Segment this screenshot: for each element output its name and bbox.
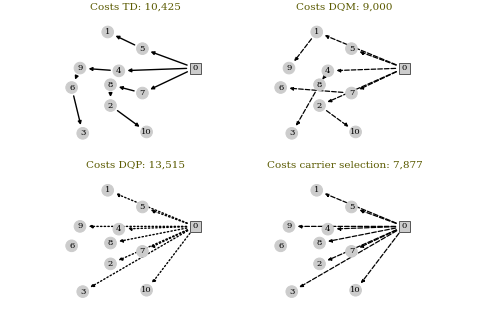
Circle shape [311, 26, 323, 38]
Text: 8: 8 [108, 239, 113, 247]
Text: 7: 7 [349, 89, 354, 97]
Text: 6: 6 [278, 242, 283, 250]
Circle shape [275, 82, 287, 93]
Circle shape [314, 237, 325, 249]
Title: Costs TD: 10,425: Costs TD: 10,425 [90, 3, 181, 12]
Title: Costs carrier selection: 7,877: Costs carrier selection: 7,877 [266, 161, 422, 170]
Text: 2: 2 [108, 260, 113, 268]
Circle shape [137, 245, 148, 257]
Text: 4: 4 [325, 67, 331, 75]
Text: 10: 10 [141, 128, 152, 136]
Circle shape [286, 286, 298, 297]
Circle shape [66, 82, 77, 93]
Title: Costs DQM: 9,000: Costs DQM: 9,000 [296, 3, 393, 12]
FancyBboxPatch shape [399, 221, 410, 232]
Text: 5: 5 [349, 45, 354, 53]
Circle shape [314, 100, 325, 111]
Circle shape [350, 284, 361, 296]
Circle shape [283, 62, 295, 74]
Circle shape [346, 43, 357, 54]
Text: 0: 0 [402, 64, 407, 72]
Text: 5: 5 [140, 45, 145, 53]
Circle shape [141, 126, 153, 138]
Circle shape [105, 100, 116, 111]
Circle shape [77, 286, 89, 297]
Text: 1: 1 [314, 28, 319, 36]
Circle shape [105, 258, 116, 270]
Text: 0: 0 [402, 222, 407, 230]
Text: 10: 10 [350, 286, 361, 294]
Text: 7: 7 [349, 247, 354, 255]
Text: 9: 9 [77, 64, 83, 72]
Circle shape [275, 240, 287, 252]
Circle shape [74, 62, 86, 74]
Circle shape [311, 184, 323, 196]
Text: 2: 2 [317, 101, 322, 110]
Text: 10: 10 [350, 128, 361, 136]
Circle shape [346, 245, 357, 257]
Title: Costs DQP: 13,515: Costs DQP: 13,515 [86, 161, 185, 170]
Text: 9: 9 [286, 64, 292, 72]
Circle shape [137, 87, 148, 99]
Text: 1: 1 [105, 28, 110, 36]
Circle shape [286, 128, 298, 139]
Text: 4: 4 [325, 225, 331, 233]
Circle shape [102, 184, 114, 196]
Text: 8: 8 [317, 81, 322, 89]
Circle shape [74, 221, 86, 232]
Text: 4: 4 [116, 225, 121, 233]
Circle shape [77, 128, 89, 139]
Text: 8: 8 [108, 81, 113, 89]
Text: 0: 0 [192, 64, 198, 72]
Circle shape [137, 43, 148, 54]
Text: 3: 3 [289, 287, 294, 296]
Circle shape [350, 126, 361, 138]
Text: 0: 0 [192, 222, 198, 230]
Text: 5: 5 [349, 203, 354, 211]
Text: 6: 6 [69, 242, 74, 250]
Text: 4: 4 [116, 67, 121, 75]
Text: 1: 1 [314, 186, 319, 194]
Text: 7: 7 [140, 247, 145, 255]
Circle shape [283, 221, 295, 232]
Circle shape [322, 223, 334, 235]
Text: 6: 6 [69, 84, 74, 92]
Text: 8: 8 [317, 239, 322, 247]
Circle shape [113, 223, 125, 235]
Circle shape [66, 240, 77, 252]
Circle shape [141, 284, 153, 296]
Text: 3: 3 [289, 129, 294, 137]
Text: 6: 6 [278, 84, 283, 92]
Circle shape [137, 201, 148, 213]
Circle shape [105, 79, 116, 91]
FancyBboxPatch shape [190, 221, 201, 232]
Text: 5: 5 [140, 203, 145, 211]
Circle shape [314, 79, 325, 91]
Circle shape [102, 26, 114, 38]
Text: 9: 9 [77, 222, 83, 230]
FancyBboxPatch shape [190, 63, 201, 74]
FancyBboxPatch shape [399, 63, 410, 74]
Text: 2: 2 [108, 101, 113, 110]
Text: 7: 7 [140, 89, 145, 97]
Text: 3: 3 [80, 287, 85, 296]
Circle shape [105, 237, 116, 249]
Circle shape [346, 87, 357, 99]
Text: 3: 3 [80, 129, 85, 137]
Text: 2: 2 [317, 260, 322, 268]
Text: 1: 1 [105, 186, 110, 194]
Circle shape [346, 201, 357, 213]
Text: 10: 10 [141, 286, 152, 294]
Circle shape [314, 258, 325, 270]
Circle shape [113, 65, 125, 77]
Circle shape [322, 65, 334, 77]
Text: 9: 9 [286, 222, 292, 230]
